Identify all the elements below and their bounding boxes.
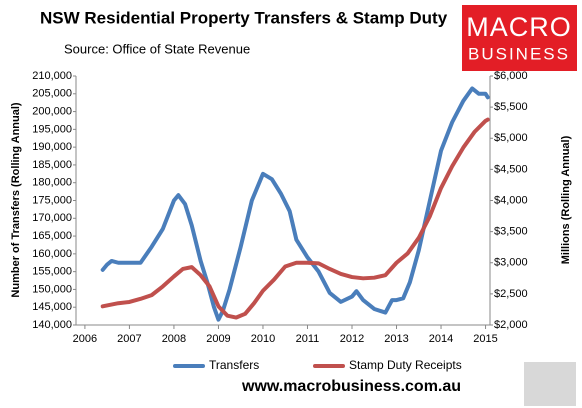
- chart-subtitle: Source: Office of State Revenue: [64, 41, 250, 56]
- x-tick-label: 2015: [473, 333, 497, 345]
- y-tick-label: 165,000: [32, 230, 72, 242]
- y2-tick-label: $4,500: [494, 163, 528, 175]
- x-tick-label: 2006: [73, 333, 97, 345]
- y2-tick-label: $5,000: [494, 132, 528, 144]
- y-tick-label: 160,000: [32, 248, 72, 260]
- y2-tick-label: $3,500: [494, 226, 528, 238]
- y2-tick-label: $4,000: [494, 194, 528, 206]
- legend-label: Transfers: [209, 358, 259, 372]
- logo-text: BUSINESS: [468, 44, 570, 63]
- x-tick-label: 2010: [251, 333, 275, 345]
- logo-text: MACRO: [466, 12, 572, 42]
- y-tick-label: 200,000: [32, 105, 72, 117]
- series-line: [100, 117, 490, 320]
- y-axis-label: Number of Transfers (Rolling Annual): [10, 102, 22, 297]
- x-tick-label: 2007: [117, 333, 141, 345]
- y-tick-label: 205,000: [32, 88, 72, 100]
- y-tick-label: 155,000: [32, 266, 72, 278]
- y2-tick-label: $3,000: [494, 257, 528, 269]
- y-tick-label: 210,000: [32, 70, 72, 82]
- logo-box: [462, 5, 577, 71]
- x-tick-label: 2011: [296, 333, 320, 345]
- y-tick-label: 175,000: [32, 194, 72, 206]
- y-tick-label: 190,000: [32, 141, 72, 153]
- y-tick-label: 150,000: [32, 283, 72, 295]
- y2-tick-label: $2,000: [494, 319, 528, 331]
- y-tick-label: 195,000: [32, 123, 72, 135]
- series-line: [100, 86, 490, 322]
- y2-tick-label: $2,500: [494, 288, 528, 300]
- y-tick-label: 140,000: [32, 319, 72, 331]
- y-tick-label: 170,000: [32, 212, 72, 224]
- x-tick-label: 2014: [429, 333, 453, 345]
- y2-tick-label: $5,500: [494, 101, 528, 113]
- x-tick-label: 2009: [206, 333, 230, 345]
- footer: www.macrobusiness.com.au: [241, 378, 461, 395]
- x-tick-label: 2013: [384, 333, 408, 345]
- x-tick-label: 2012: [340, 333, 364, 345]
- y-tick-label: 185,000: [32, 159, 72, 171]
- chart-title: NSW Residential Property Transfers & Sta…: [40, 8, 448, 27]
- y-tick-label: 145,000: [32, 301, 72, 313]
- x-tick-label: 2008: [162, 333, 186, 345]
- y-tick-label: 180,000: [32, 177, 72, 189]
- legend-label: Stamp Duty Receipts: [349, 358, 462, 372]
- y2-axis-label: Millions (Rolling Annual): [560, 135, 572, 264]
- logo-image: [524, 362, 576, 406]
- y2-tick-label: $6,000: [494, 70, 528, 82]
